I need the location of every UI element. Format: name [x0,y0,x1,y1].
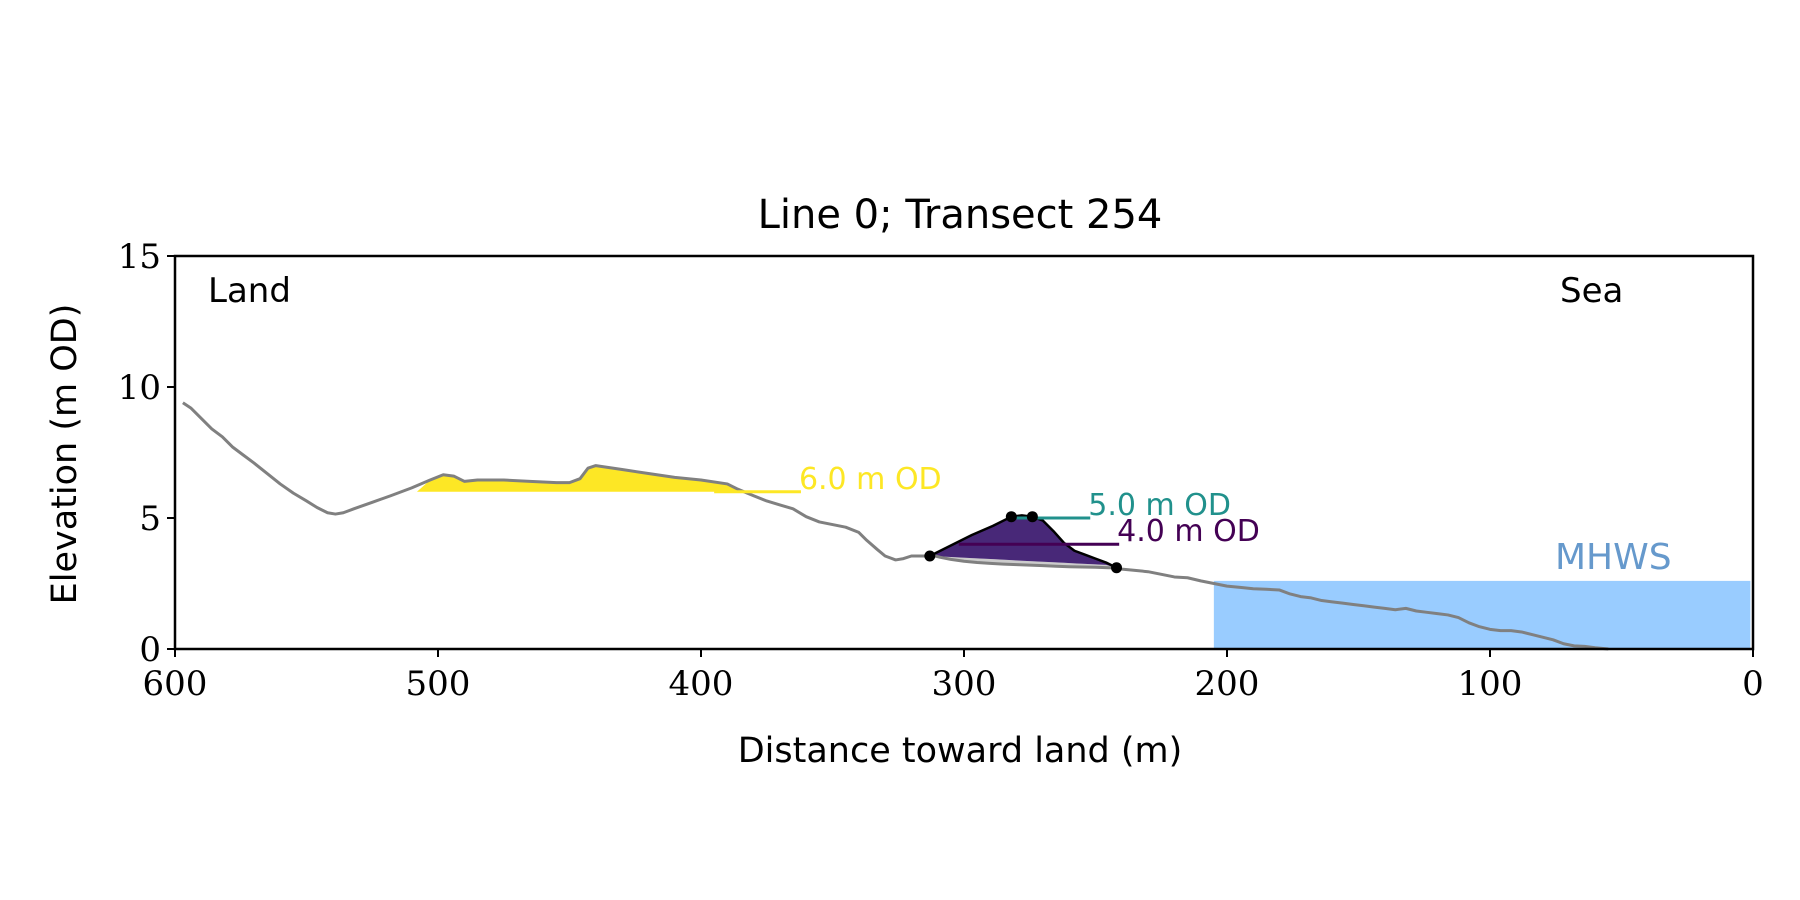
y-tick-label-1: 5 [139,499,161,539]
x-axis-label: Distance toward land (m) [738,731,1183,771]
dune-outline [929,514,1118,569]
x-tick-label-1: 500 [406,664,471,704]
y-axis-label: Elevation (m OD) [45,304,85,605]
x-tick-label-4: 200 [1195,664,1260,704]
x-tick-label-0: 600 [143,664,208,704]
level-label-2: 4.0 m OD [1117,514,1260,549]
dune-marker-2 [1026,511,1038,523]
x-tick-label-3: 300 [932,664,997,704]
x-tick-label-5: 100 [1458,664,1523,704]
terrain-profile-line [182,401,1609,651]
level-label-1: 5.0 m OD [1088,488,1231,523]
chart-title: Line 0; Transect 254 [758,192,1163,238]
dune-marker-1 [1005,511,1017,523]
x-tick-label-6: 0 [1742,664,1764,704]
dune-base-fill [929,555,1117,568]
dune-marker-0 [924,550,936,562]
dune-marker-3 [1111,562,1123,574]
level-label-0: 6.0 m OD [799,462,942,497]
y-tick-label-0: 0 [139,630,161,670]
mhws-water-fill [1213,580,1751,649]
mhws-label: MHWS [1555,537,1672,578]
dune-body-fill [929,515,1117,568]
y-tick-label-3: 15 [118,237,161,277]
land-annotation: Land [208,271,291,311]
x-tick-label-2: 400 [669,664,734,704]
sea-annotation: Sea [1560,271,1623,311]
y-tick-label-2: 10 [118,368,161,408]
